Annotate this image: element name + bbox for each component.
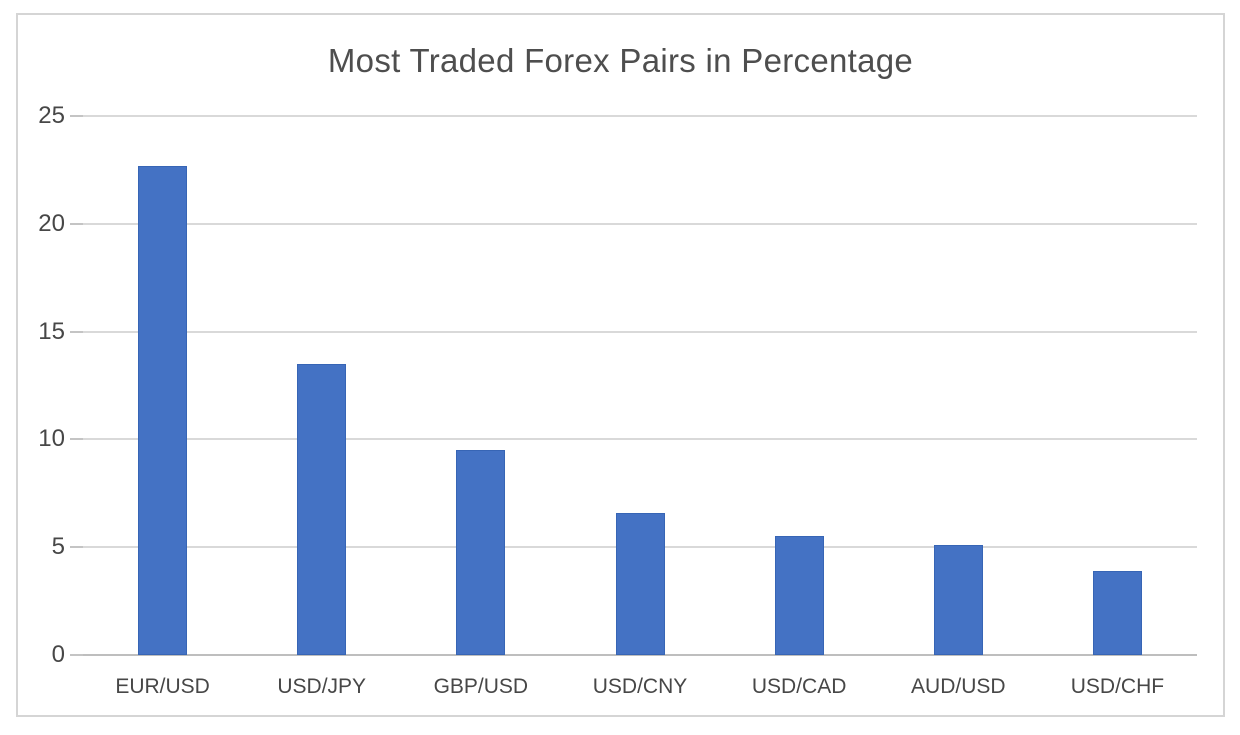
x-axis-label-aud-usd: AUD/USD <box>911 675 1006 698</box>
bar-usd-cad <box>774 536 824 655</box>
x-axis-label-eur-usd: EUR/USD <box>115 675 210 698</box>
y-axis-label-5: 5 <box>51 533 65 561</box>
gridline-10 <box>83 438 1197 441</box>
y-tick-mark-5 <box>70 546 83 549</box>
x-axis-label-usd-cny: USD/CNY <box>592 675 688 698</box>
x-axis-label-usd-jpy: USD/JPY <box>277 675 367 698</box>
chart-title: Most Traded Forex Pairs in Percentage <box>327 42 914 79</box>
y-tick-mark-15 <box>70 330 83 333</box>
x-axis-label-usd-cad: USD/CAD <box>751 675 847 698</box>
bar-usd-jpy <box>297 363 347 655</box>
bar-eur-usd <box>138 165 188 655</box>
x-axis-label-usd-chf: USD/CHF <box>1070 675 1165 698</box>
y-axis-label-20: 20 <box>38 209 65 237</box>
y-axis-label-25: 25 <box>38 102 65 129</box>
chart-card: Most Traded Forex Pairs in Percentage 0 5… <box>16 13 1225 717</box>
gridline-25 <box>83 115 1197 117</box>
x-axis-label-gbp-usd: GBP/USD <box>433 675 529 698</box>
y-tick-mark-10 <box>70 438 83 441</box>
y-tick-mark-20 <box>70 222 83 225</box>
bar-gbp-usd <box>456 450 506 655</box>
y-tick-mark-0 <box>70 654 83 656</box>
plot-area: 0 5 10 15 20 25 EUR/USD USD/JPY GBP/USD USD/CNY US… <box>38 102 1197 698</box>
y-axis-label-0: 0 <box>51 641 65 668</box>
gridline-15 <box>83 330 1197 333</box>
bar-aud-usd <box>933 545 983 655</box>
x-axis-line <box>83 654 1197 656</box>
y-axis-label-10: 10 <box>38 425 65 453</box>
bar-usd-chf <box>1092 570 1142 655</box>
gridline-20 <box>83 222 1197 225</box>
y-axis-label-15: 15 <box>38 317 65 345</box>
y-tick-mark-25 <box>70 115 83 117</box>
bar-usd-cny <box>615 512 665 655</box>
